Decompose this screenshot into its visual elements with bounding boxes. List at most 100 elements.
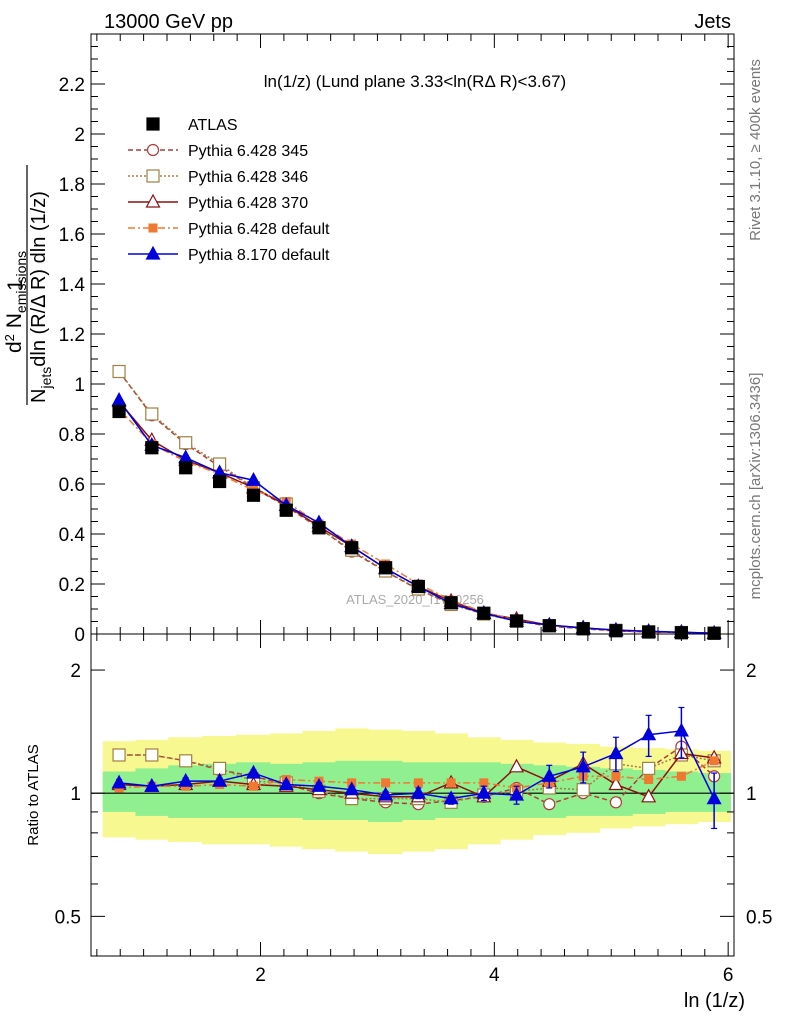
ratio-point-p8def bbox=[541, 768, 557, 782]
header-right: Jets bbox=[694, 11, 731, 33]
ratio-point-p345 bbox=[543, 798, 556, 811]
point-atlas bbox=[642, 625, 656, 639]
y-tick-label: 0.6 bbox=[59, 475, 85, 496]
x-axis-label: ln (1/z) bbox=[684, 990, 745, 1012]
ylabel-num-sub: emissions bbox=[13, 251, 29, 313]
point-atlas bbox=[444, 596, 458, 610]
ylabel-numerator: d2 Nemissions bbox=[2, 251, 29, 353]
y-tick-label: 1 bbox=[74, 375, 85, 396]
ratio-point-p346 bbox=[642, 761, 656, 775]
ratio-point-p8def bbox=[608, 745, 624, 760]
ratio-y-tick-label-left: 0.5 bbox=[55, 907, 81, 928]
ratio-point-p8def bbox=[344, 781, 360, 796]
point-p346 bbox=[145, 407, 159, 421]
y-tick-label: 0 bbox=[74, 625, 85, 646]
ratio-y-tick-labels: 0.5 0.5 1 1 2 2 bbox=[55, 661, 773, 928]
x-tick-label: 4 bbox=[489, 965, 500, 986]
ylabel-num-power: 2 bbox=[2, 334, 17, 341]
x-tick-label: 2 bbox=[255, 965, 266, 986]
ylabel-den-rest: dln (R/Δ R) dln (1/z) bbox=[28, 191, 50, 367]
y-tick-label: 2.2 bbox=[59, 75, 85, 96]
ratio-point-p8def bbox=[673, 722, 689, 737]
ratio-point-p370 bbox=[509, 758, 525, 773]
legend-marker-atlas bbox=[146, 117, 160, 131]
rivet-label: Rivet 3.1.10, ≥ 400k events bbox=[747, 59, 764, 241]
legend-label-p370: Pythia 6.428 370 bbox=[188, 195, 308, 212]
legend-item-p370: Pythia 6.428 370 bbox=[128, 193, 308, 212]
point-atlas bbox=[542, 619, 556, 633]
ratio-point-p8def bbox=[509, 786, 525, 801]
ratio-point-p8def bbox=[443, 790, 459, 805]
ratio-y-tick-label-right: 0.5 bbox=[746, 907, 772, 928]
main-title: ln(1/z) (Lund plane 3.33<ln(RΔ R)<3.67) bbox=[264, 72, 566, 91]
ratio-point-p346 bbox=[179, 754, 193, 768]
band_inner-segment bbox=[168, 765, 203, 818]
ratio-point-p8def bbox=[144, 777, 160, 792]
ratio-panel: 0.5 0.5 1 1 2 2 2 4 6 Ratio to ATLAS ln (1/z) bbox=[25, 633, 773, 1012]
legend-label-p8def: Pythia 8.170 default bbox=[188, 247, 330, 264]
band_inner-segment bbox=[135, 768, 169, 816]
ratio-point-p346 bbox=[576, 783, 590, 797]
ratio-y-tick-label-left: 1 bbox=[70, 784, 81, 805]
legend-item-p345: Pythia 6.428 345 bbox=[128, 143, 308, 160]
ratio-point-p346 bbox=[145, 748, 159, 762]
point-p346 bbox=[179, 436, 193, 450]
point-atlas bbox=[246, 488, 261, 502]
legend-marker-p6def bbox=[148, 223, 158, 233]
ratio-point-p8def bbox=[378, 786, 394, 801]
ratio-point-p345 bbox=[609, 796, 623, 809]
ratio-point-p8def bbox=[311, 777, 327, 792]
legend-marker-p370 bbox=[145, 193, 161, 208]
legend-marker-p8def bbox=[145, 245, 161, 260]
ratio-point-p6def bbox=[446, 778, 456, 788]
point-atlas bbox=[279, 503, 293, 517]
legend-item-p346: Pythia 6.428 346 bbox=[128, 169, 308, 186]
point-atlas bbox=[145, 441, 159, 455]
ratio-frame bbox=[90, 633, 735, 957]
ratio-point-p8def bbox=[278, 776, 294, 791]
point-atlas bbox=[707, 626, 721, 640]
ratio-axis-ticks bbox=[91, 634, 734, 956]
ratio-y-tick-label-right: 2 bbox=[746, 661, 757, 682]
ratio-point-p8def bbox=[410, 784, 426, 799]
ylabel-den-n: N bbox=[28, 389, 50, 403]
ratio-point-p6def bbox=[381, 778, 391, 788]
point-atlas bbox=[379, 561, 393, 575]
legend-label-p346: Pythia 6.428 346 bbox=[188, 169, 308, 186]
point-atlas bbox=[312, 521, 326, 535]
main-series-group bbox=[111, 364, 722, 640]
point-atlas bbox=[112, 404, 126, 419]
y-tick-label: 0.2 bbox=[59, 575, 85, 596]
ratio-point-p8def bbox=[245, 764, 262, 779]
ratio-point-p8def bbox=[641, 726, 657, 741]
point-atlas bbox=[411, 579, 425, 594]
ratio-y-tick-label-right: 1 bbox=[746, 784, 757, 805]
legend-item-p8def: Pythia 8.170 default bbox=[128, 245, 330, 264]
point-atlas bbox=[477, 606, 491, 620]
point-atlas bbox=[213, 474, 227, 489]
x-tick-labels: 2 4 6 bbox=[255, 965, 733, 986]
ratio-point-p6def bbox=[709, 756, 719, 766]
ratio-point-p8def bbox=[111, 774, 127, 789]
ratio-point-p8def bbox=[178, 772, 194, 787]
ylabel-den-sub: jets bbox=[38, 367, 54, 390]
ratio-point-p370 bbox=[641, 788, 657, 803]
y-tick-label: 1.8 bbox=[59, 175, 85, 196]
point-atlas bbox=[576, 622, 590, 636]
y-tick-label: 1.2 bbox=[59, 325, 85, 346]
y-tick-label: 1.6 bbox=[59, 225, 85, 246]
main-y-axis-label: 1 d2 Nemissions Njetsdln (R/Δ R) dln (1/… bbox=[2, 165, 54, 405]
ylabel-num-d: d bbox=[3, 341, 26, 353]
legend-label-atlas: ATLAS bbox=[188, 117, 238, 134]
ratio-point-p346 bbox=[112, 748, 126, 762]
ratio-point-p8def bbox=[575, 758, 591, 773]
main-y-tick-labels: 0 0.2 0.4 0.6 0.8 1 1.2 1.4 1.6 1.8 2 2.2 bbox=[59, 75, 86, 646]
point-p8def bbox=[111, 391, 127, 406]
point-p346 bbox=[112, 364, 126, 379]
y-tick-label: 2 bbox=[74, 125, 85, 146]
point-atlas bbox=[509, 614, 524, 628]
band_inner-segment bbox=[434, 762, 468, 818]
ratio-point-p370 bbox=[608, 776, 624, 791]
ratio-y-tick-label-left: 2 bbox=[70, 661, 81, 682]
